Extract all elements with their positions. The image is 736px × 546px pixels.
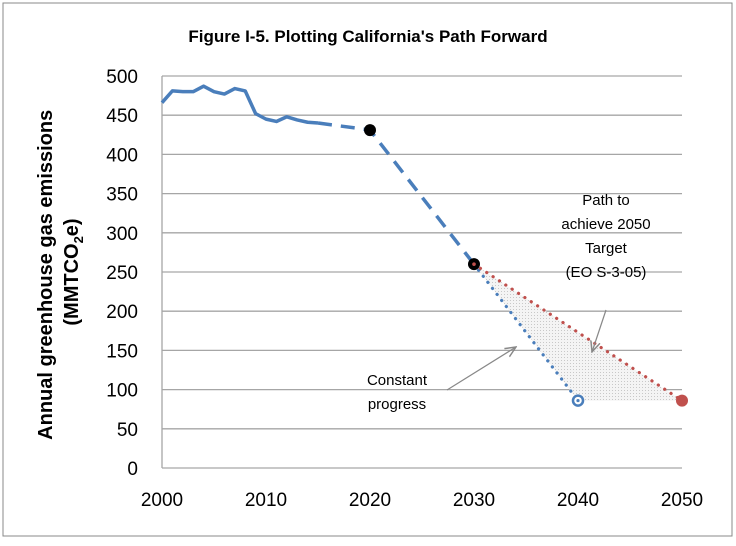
y-tick-label: 100 [106, 381, 138, 402]
data-marker [364, 124, 376, 137]
annotation-target-text: Target [585, 240, 628, 257]
y-tick-label: 350 [106, 185, 138, 206]
x-tick-label: 2040 [557, 490, 599, 511]
x-tick-label: 2000 [141, 490, 183, 511]
annotation-target-text: Path to [582, 192, 630, 209]
x-tick-label: 2010 [245, 490, 287, 511]
y-tick-label: 0 [127, 459, 138, 480]
series-line-dotted-2 [472, 262, 580, 403]
y-tick-label: 250 [106, 263, 138, 284]
x-tick-label: 2020 [349, 490, 391, 511]
data-marker [676, 394, 688, 407]
y-axis-label: Annual greenhouse gas emissions (MMTCO2e… [35, 104, 86, 440]
y-tick-label: 450 [106, 106, 138, 127]
y-tick-label: 150 [106, 341, 138, 362]
data-marker-center [576, 398, 580, 403]
annotation-target-text: (EO S-3-05) [566, 264, 647, 281]
y-tick-label: 300 [106, 224, 138, 245]
data-marker-center [472, 262, 476, 266]
x-tick-label: 2050 [661, 490, 703, 511]
annotation-constant-text: Constant [367, 372, 428, 389]
y-tick-label: 50 [117, 420, 138, 441]
chart-border [2, 2, 733, 537]
annotation-constant-text: progress [368, 396, 426, 413]
y-tick-label: 400 [106, 145, 138, 166]
annotation-arrow [592, 309, 607, 352]
y-tick-label: 200 [106, 302, 138, 323]
y-tick-label: 500 [106, 67, 138, 88]
series-line-solid-0 [160, 84, 319, 125]
annotation-arrow [446, 347, 516, 391]
x-tick-label: 2030 [453, 490, 495, 511]
chart-title: Figure I-5. Plotting California's Path F… [188, 27, 547, 46]
annotation-target-text: achieve 2050 [561, 216, 650, 233]
